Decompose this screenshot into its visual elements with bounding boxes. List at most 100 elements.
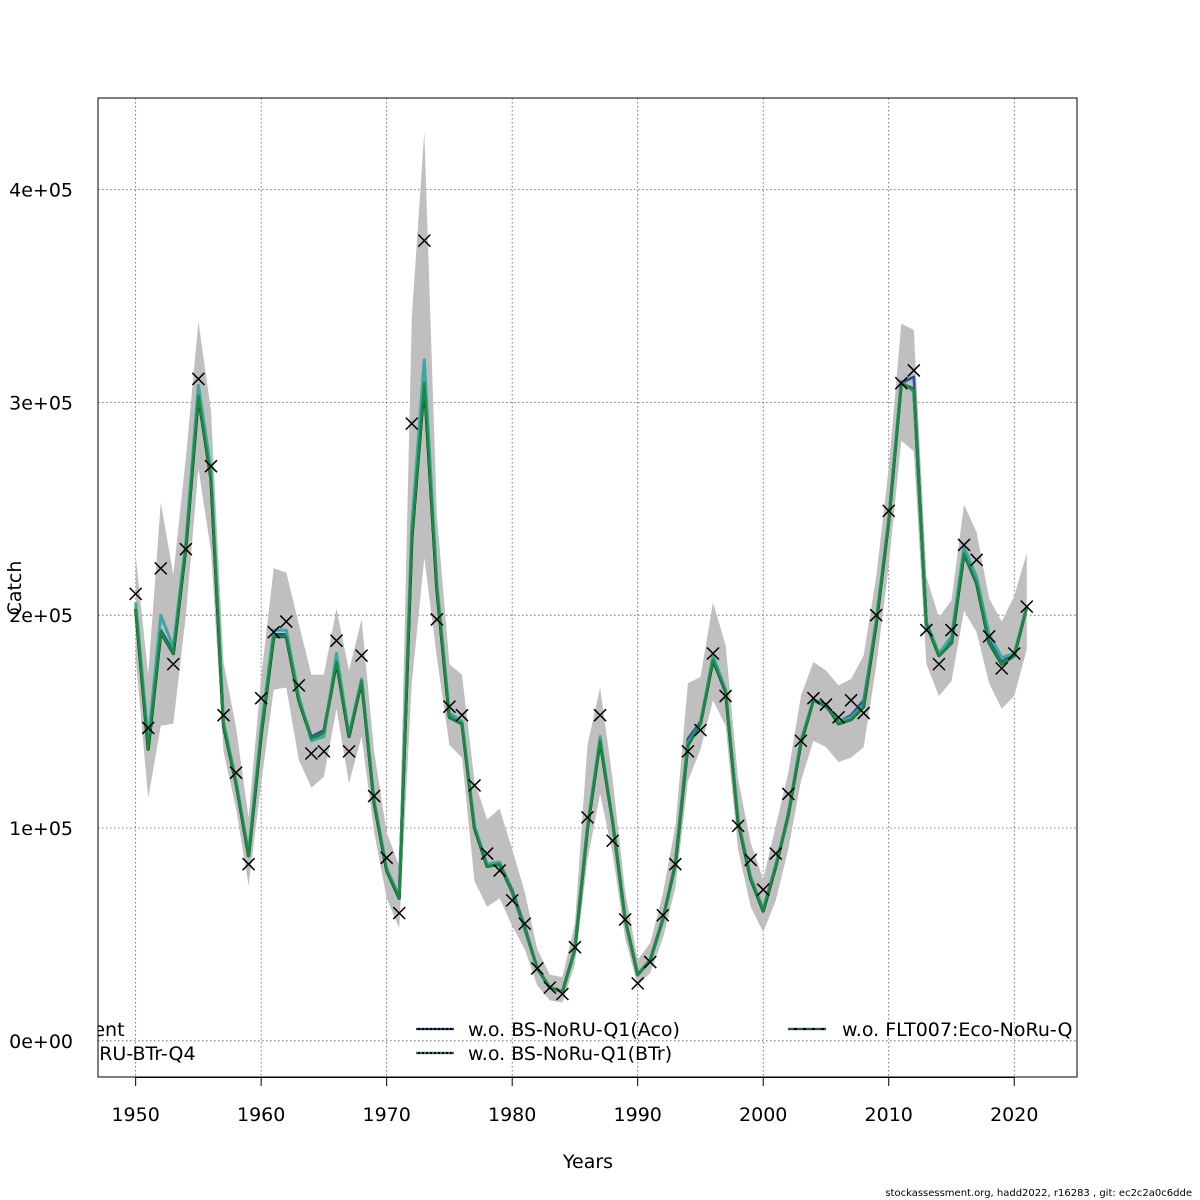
observed-point-1958 [229,766,243,780]
observed-point-1994 [681,744,695,758]
observed-point-2005 [819,698,833,712]
legend-label-2: w.o. BS-NoRU-Q1(Aco) [468,1019,680,1041]
observed-point-2018 [982,629,996,643]
x-tick-label: 1970 [362,1104,410,1126]
observed-point-1959 [242,857,256,871]
observed-point-1990 [631,976,645,990]
y-axis: 0e+00 1e+05 2e+05 3e+05 4e+05 [9,180,73,1053]
x-tick-label: 1980 [488,1104,536,1126]
observed-point-2017 [970,553,984,567]
observed-point-1986 [580,810,595,824]
observed-point-1952 [154,561,168,575]
observed-point-1985 [568,940,582,954]
observed-point-1972 [405,417,419,431]
legend-label-4: w.o. FLT007:Eco-NoRu-Q [842,1019,1072,1041]
observed-point-2008 [857,706,871,720]
observed-point-1979 [493,864,507,878]
observed-point-1984 [555,987,569,1001]
observed-point-1968 [355,649,369,663]
observed-point-1995 [693,723,707,737]
observed-point-2007 [844,693,858,707]
footer-text: stockassessment.org, hadd2022, r16283 , … [885,1188,1192,1199]
observed-points [129,234,1034,1001]
observed-point-1964 [304,746,318,761]
observed-point-1955 [191,372,205,386]
y-tick-label: 1e+05 [9,818,73,840]
series-lines [134,358,1029,994]
legend: currentw.o. RU-BTr-Q4 w.o. BS-NoRU-Q1(Aco… [56,1019,1072,1065]
observed-point-2009 [869,608,883,622]
observed-point-2004 [806,691,820,705]
y-tick-label: 3e+05 [9,392,73,414]
legend-clip: currentw.o. RU-BTr-Q4 w.o. BS-NoRU-Q1(Aco… [56,1019,1072,1065]
observed-point-1980 [505,893,519,907]
observed-point-1960 [254,691,268,705]
legend-label-0: current [56,1019,125,1041]
observed-point-2014 [932,657,946,671]
observed-point-1978 [480,847,494,861]
observed-point-1969 [367,789,381,803]
observed-point-1977 [468,778,482,792]
observed-point-1983 [543,981,557,995]
observed-point-1970 [380,851,394,865]
observed-point-1992 [656,908,670,922]
observed-point-1997 [719,689,733,703]
x-tick-label: 1950 [111,1104,159,1126]
observed-point-1971 [392,906,406,920]
observed-point-1961 [267,625,281,639]
observed-point-1974 [430,612,444,626]
observed-point-1998 [731,819,745,833]
x-tick-label: 1960 [237,1104,285,1126]
observed-point-2021 [1020,600,1034,614]
observed-point-2002 [781,787,795,801]
observed-point-1966 [329,634,344,648]
legend-label-3: w.o. BS-NoRu-Q1(BTr) [468,1043,672,1065]
observed-point-1996 [706,646,720,661]
observed-point-2013 [919,623,933,637]
observed-point-1988 [606,834,620,848]
y-tick-label: 4e+05 [9,180,73,202]
observed-point-1953 [166,657,180,671]
observed-point-2015 [944,623,959,637]
x-tick-label: 2010 [865,1104,913,1126]
y-axis-title: Catch [4,561,26,616]
observed-point-1991 [643,955,657,969]
observed-point-1951 [141,721,155,735]
y-tick-label: 2e+05 [9,605,73,627]
observed-point-1962 [279,615,293,629]
observed-point-2010 [882,504,896,518]
observed-point-2020 [1007,646,1021,661]
observed-point-1973 [417,234,431,248]
x-axis-title: Years [562,1151,613,1173]
observed-point-1975 [442,700,456,714]
observed-point-1965 [317,744,331,758]
observed-point-1963 [292,678,306,692]
x-tick-label: 2020 [990,1104,1038,1126]
observed-point-2016 [957,538,971,552]
series-line-3 [134,381,1029,994]
observed-point-2006 [831,710,846,724]
observed-point-2003 [794,734,808,748]
y-tick-label: 0e+00 [9,1031,73,1053]
observed-point-1993 [668,857,682,871]
observed-point-2019 [995,661,1009,675]
x-axis: 1950 1960 1970 1980 1990 2000 2010 2020 [111,1077,1038,1126]
observed-point-2001 [769,847,783,861]
observed-point-1981 [518,917,532,931]
x-tick-label: 2000 [739,1104,787,1126]
x-tick-label: 1990 [614,1104,662,1126]
observed-point-1967 [342,744,356,758]
observed-point-1987 [593,708,607,722]
observed-point-1950 [129,587,143,601]
observed-point-1956 [204,459,218,473]
observed-point-2011 [894,376,908,390]
observed-point-1957 [216,708,231,722]
observed-point-2012 [907,363,921,377]
legend-label-1: w.o. RU-BTr-Q4 [56,1043,196,1065]
observed-point-1982 [530,961,544,975]
observed-point-1989 [618,912,632,927]
observed-point-1954 [179,542,193,556]
observed-point-1976 [455,708,469,722]
observed-point-1999 [744,853,758,867]
